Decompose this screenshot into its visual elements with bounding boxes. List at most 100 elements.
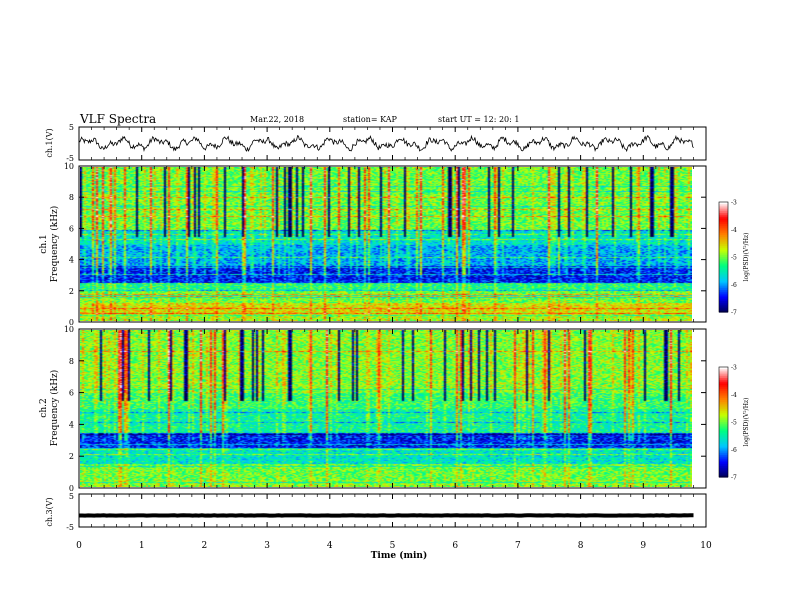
ch2-colorbar-segment bbox=[719, 451, 728, 454]
ch2-colorbar-segment bbox=[719, 372, 728, 375]
ch2-colorbar-segment bbox=[719, 453, 728, 456]
time-axis-label: Time (min) bbox=[371, 550, 428, 561]
ch1-ytick-top: 5 bbox=[69, 123, 74, 132]
ch1-colorbar-label: log(PSD)(V²/Hz) bbox=[743, 233, 750, 282]
ch1-colorbar-segment bbox=[719, 220, 728, 223]
ch2-colorbar-segment bbox=[719, 473, 728, 476]
ch1-colorbar-segment bbox=[719, 214, 728, 218]
ch1-colorbar-segment bbox=[719, 236, 728, 240]
ch2-colorbar-tick-label: -3 bbox=[731, 365, 737, 372]
ch2-colorbar-segment bbox=[719, 444, 728, 447]
ch3-waveform-frame bbox=[78, 493, 707, 528]
ch1-colorbar-segment bbox=[719, 233, 728, 236]
ch1-colorbar-segment bbox=[719, 209, 728, 212]
ch2-colorbar-segment bbox=[719, 475, 728, 478]
ch1-spectrogram-panel: 0 2 4 6 8 10 ch.1 Frequency (kHz) -3 -4 -5 -6 -7 l… bbox=[39, 162, 750, 327]
time-axis-ticks bbox=[78, 127, 707, 527]
ch2-spectrogram-ylabel-channel: ch.2 bbox=[39, 398, 49, 417]
ch1-waveform-panel: 5 -5 ch.1(V) bbox=[45, 123, 707, 163]
ch1-colorbar-segment bbox=[719, 308, 728, 311]
ch1-colorbar-segment bbox=[719, 280, 728, 284]
ch1-colorbar-segment bbox=[719, 304, 728, 308]
ch1-colorbar-segment bbox=[719, 279, 728, 282]
ch1-waveform-ylabel: ch.1(V) bbox=[45, 128, 54, 157]
ch1-colorbar-segment bbox=[719, 299, 728, 302]
ch1-colorbar-tick-label: -7 bbox=[731, 310, 737, 317]
ch2-colorbar-segment bbox=[719, 436, 728, 440]
ch1-colorbar-segment bbox=[719, 229, 728, 232]
ch2-colorbar-segment bbox=[719, 376, 728, 379]
ch2-colorbar-segment bbox=[719, 394, 728, 397]
ch2-colorbar-segment bbox=[719, 387, 728, 390]
ch2-colorbar-segment bbox=[719, 423, 728, 427]
ch2-colorbar-segment bbox=[719, 409, 728, 412]
ch2-colorbar-segment bbox=[719, 445, 728, 449]
ch2-colorbar-segment bbox=[719, 464, 728, 467]
time-tick-label: 5 bbox=[390, 541, 396, 551]
ch2-colorbar-tick-label: -6 bbox=[731, 447, 737, 454]
time-tick-label: 7 bbox=[515, 541, 521, 551]
ch1-freq-ytick-label: 6 bbox=[69, 224, 74, 233]
ch2-colorbar-segment bbox=[719, 405, 728, 408]
ch2-colorbar-segment bbox=[719, 433, 728, 436]
ch1-colorbar-segment bbox=[719, 211, 728, 214]
ch2-colorbar-segment bbox=[719, 381, 728, 385]
ch2-colorbar-segment bbox=[719, 398, 728, 401]
ch1-spectrogram-ylabel-channel: ch.1 bbox=[39, 234, 49, 253]
ch1-colorbar-segment bbox=[719, 310, 728, 313]
ch1-colorbar-segment bbox=[719, 291, 728, 295]
ch2-colorbar-segment bbox=[719, 429, 728, 432]
ch2-colorbar-segment bbox=[719, 407, 728, 410]
ch1-colorbar-segment bbox=[719, 264, 728, 267]
ch1-freq-ytick-label: 0 bbox=[69, 318, 74, 327]
ch1-colorbar-segment bbox=[719, 277, 728, 280]
ch2-colorbar-segment bbox=[719, 460, 728, 463]
ch2-colorbar-label: log(PSD)(V²/Hz) bbox=[743, 398, 750, 447]
start-time-label: start UT = 12: 20: 1 bbox=[438, 115, 519, 124]
ch2-colorbar-segment bbox=[719, 414, 728, 418]
ch2-colorbar-segment bbox=[719, 462, 728, 465]
ch1-freq-ytick-label: 2 bbox=[69, 287, 74, 296]
ch2-colorbar-segment bbox=[719, 471, 728, 474]
ch2-colorbar-segment bbox=[719, 447, 728, 451]
ch2-colorbar-segment bbox=[719, 434, 728, 438]
ch1-colorbar-segment bbox=[719, 297, 728, 300]
ch2-freq-ytick-label: 4 bbox=[69, 420, 74, 429]
ch1-colorbar-segment bbox=[719, 253, 728, 256]
ch2-colorbar-segment bbox=[719, 396, 728, 399]
ch2-spectrogram-ylabel-frequency: Frequency (kHz) bbox=[49, 370, 60, 447]
ch2-colorbar-segment bbox=[719, 368, 728, 372]
ch2-colorbar-segment bbox=[719, 438, 728, 441]
ch1-colorbar-segment bbox=[719, 235, 728, 238]
ch2-colorbar-tick-label: -7 bbox=[731, 475, 737, 482]
ch2-colorbar-segment bbox=[719, 469, 728, 473]
ch1-colorbar-segment bbox=[719, 301, 728, 304]
ch1-colorbar-segment bbox=[719, 302, 728, 306]
ch1-colorbar-segment bbox=[719, 231, 728, 234]
ch1-freq-ytick-label: 8 bbox=[69, 193, 74, 202]
ch1-colorbar-segment bbox=[719, 284, 728, 287]
ch2-spectrogram-image bbox=[80, 330, 692, 487]
ch2-colorbar-segment bbox=[719, 420, 728, 423]
ch1-colorbar-segment bbox=[719, 273, 728, 276]
ch1-colorbar-segment bbox=[719, 262, 728, 265]
ch3-waveform-panel: 5 -5 ch.3(V) bbox=[45, 492, 707, 532]
ch1-colorbar-tick-label: -3 bbox=[731, 200, 737, 207]
ch3-waveform-ylabel: ch.3(V) bbox=[45, 497, 54, 526]
ch1-colorbar-segment bbox=[719, 251, 728, 254]
ch2-colorbar-segment bbox=[719, 425, 728, 429]
time-tick-label: 4 bbox=[327, 541, 333, 551]
ch1-colorbar-segment bbox=[719, 266, 728, 269]
ch1-spectrogram-image bbox=[80, 167, 692, 321]
time-axis-tick-labels: 0 1 2 3 4 5 6 7 8 9 10 bbox=[76, 541, 712, 551]
ch2-colorbar-segment bbox=[719, 466, 728, 469]
ch1-colorbar-segment bbox=[719, 269, 728, 273]
figure-title: VLF Spectra bbox=[79, 112, 156, 126]
ch1-colorbar: -3 -4 -5 -6 -7 log(PSD)(V²/Hz) bbox=[718, 200, 750, 317]
ch2-colorbar-segment bbox=[719, 412, 728, 416]
ch2-colorbar-segment bbox=[719, 422, 728, 425]
ch2-colorbar-segment bbox=[719, 431, 728, 434]
ch2-colorbar-tick-label: -4 bbox=[731, 392, 737, 399]
time-tick-label: 10 bbox=[700, 541, 712, 551]
